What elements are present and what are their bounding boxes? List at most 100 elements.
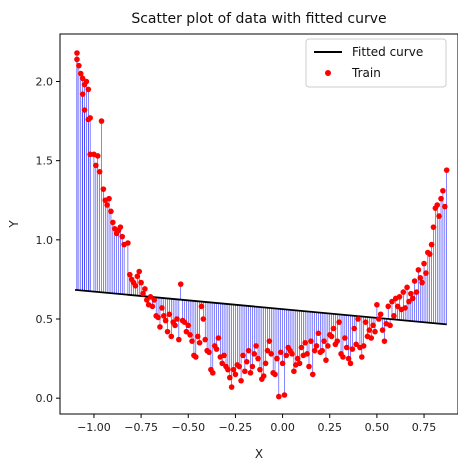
train-point <box>311 347 318 354</box>
train-point <box>194 333 201 340</box>
train-point <box>202 336 209 343</box>
train-point <box>268 351 275 357</box>
x-tick-label: −0.75 <box>124 421 158 434</box>
train-point <box>409 295 416 302</box>
train-point <box>370 322 376 329</box>
train-point <box>325 343 331 349</box>
train-point <box>440 187 446 194</box>
train-point <box>74 50 80 56</box>
train-point <box>309 371 316 378</box>
train-point <box>374 301 380 308</box>
train-point <box>251 351 258 357</box>
train-point <box>428 241 435 248</box>
train-point <box>108 208 114 215</box>
train-point <box>155 314 161 321</box>
train-point <box>96 168 103 175</box>
train-point <box>334 338 341 344</box>
train-point <box>106 195 112 202</box>
train-point <box>379 327 386 333</box>
train-point <box>228 384 235 390</box>
train-point <box>134 273 141 280</box>
train-point <box>404 284 410 291</box>
train-point <box>253 343 259 349</box>
train-point <box>232 371 239 378</box>
train-point <box>308 338 314 344</box>
train-point <box>441 203 448 210</box>
train-point <box>430 224 437 230</box>
train-point <box>276 393 282 400</box>
x-tick-label: 0.25 <box>317 421 342 434</box>
train-point <box>385 303 392 310</box>
train-point <box>147 294 154 300</box>
train-point <box>74 56 80 63</box>
train-point <box>302 339 309 346</box>
train-point <box>343 344 350 351</box>
train-point <box>245 347 252 354</box>
train-point <box>77 70 84 77</box>
train-point <box>264 347 271 354</box>
train-point <box>391 313 397 319</box>
train-points <box>74 50 450 400</box>
train-point <box>242 368 248 375</box>
train-point <box>415 267 422 273</box>
y-tick-label: 2.0 <box>36 76 54 89</box>
train-point <box>353 341 359 348</box>
train-point <box>172 322 178 329</box>
train-point <box>408 290 414 297</box>
train-point <box>93 162 99 169</box>
train-point <box>79 75 86 82</box>
train-point <box>381 338 388 344</box>
train-point <box>323 357 329 363</box>
y-tick-label: 0.5 <box>36 313 54 326</box>
train-point <box>319 347 325 354</box>
train-point <box>328 333 335 340</box>
train-point <box>79 91 86 97</box>
train-point <box>362 319 369 325</box>
x-tick-label: −1.00 <box>77 421 111 434</box>
train-point <box>283 352 290 359</box>
train-point <box>149 303 156 310</box>
train-point <box>200 316 207 322</box>
train-point <box>117 224 124 230</box>
train-point <box>226 374 233 381</box>
train-point <box>76 62 82 69</box>
train-point <box>321 338 327 344</box>
train-point <box>387 322 393 329</box>
train-point <box>372 328 378 335</box>
train-point <box>347 360 354 367</box>
train-point <box>238 377 244 384</box>
plot-frame <box>59 33 458 415</box>
train-point <box>221 352 227 359</box>
train-point <box>426 251 433 257</box>
train-point <box>104 202 110 208</box>
train-point <box>213 346 220 352</box>
train-point <box>274 355 280 362</box>
train-point <box>291 368 297 375</box>
legend-fitted-label: Fitted curve <box>352 45 423 59</box>
residual-lines <box>76 53 447 397</box>
train-point <box>281 392 288 398</box>
train-point <box>342 335 348 341</box>
chart-title: Scatter plot of data with fitted curve <box>131 11 386 27</box>
train-point <box>138 279 144 286</box>
train-point <box>355 316 361 322</box>
train-point <box>219 360 226 367</box>
train-point <box>351 325 358 332</box>
train-point <box>349 346 356 352</box>
train-point <box>255 355 261 362</box>
fitted-curve-group <box>75 288 447 326</box>
train-point <box>336 319 342 325</box>
train-point <box>143 297 150 303</box>
train-point <box>443 167 450 173</box>
train-point <box>260 373 267 379</box>
x-tick-label: −0.50 <box>171 421 205 434</box>
train-point <box>209 370 216 376</box>
train-point <box>304 351 310 357</box>
y-axis-ticks: 0.0 0.5 1.0 1.5 2.0 <box>36 76 60 405</box>
train-point <box>289 351 295 357</box>
y-tick-label: 1.0 <box>36 234 54 247</box>
train-point <box>375 316 382 322</box>
y-tick-label: 0.0 <box>36 392 54 405</box>
train-point <box>162 317 169 324</box>
train-point <box>366 327 373 333</box>
